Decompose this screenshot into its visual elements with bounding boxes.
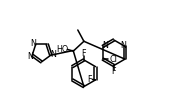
Text: N: N — [102, 41, 108, 50]
Text: F: F — [87, 75, 92, 84]
Text: HO: HO — [56, 45, 68, 54]
Text: N: N — [120, 41, 126, 50]
Text: F: F — [82, 49, 86, 58]
Text: N: N — [30, 39, 36, 48]
Text: N: N — [50, 50, 56, 59]
Text: N: N — [27, 52, 33, 61]
Text: F: F — [112, 67, 116, 76]
Text: Cl: Cl — [109, 55, 117, 64]
